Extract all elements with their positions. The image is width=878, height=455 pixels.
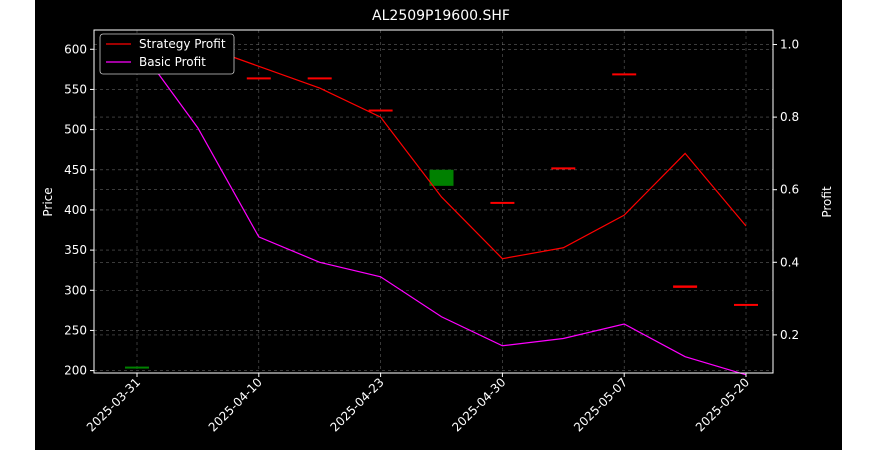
axes: 200 250 300 350 400 450 500 550 600 0.2 0.4 0.6 0.8 1… [64,29,799,434]
series-line-0 [137,43,747,260]
x-tick-label: 2025-04-10 [206,375,265,434]
x-tick-label: 2025-04-30 [449,375,508,434]
chart-title: AL2509P19600.SHF [372,8,510,24]
y2-tick-label: 1.0 [780,38,799,52]
x-tick-label: 2025-03-31 [84,375,143,434]
candle-2025-04-17 [307,77,332,80]
candle-2025-04-25 [429,169,454,186]
y-tick-label: 450 [64,163,87,177]
y-tick-label: 500 [64,123,87,137]
grid [94,30,773,373]
candle-2025-04-10 [246,77,271,80]
candle-2025-03-31 [125,366,149,369]
candle-2025-05-02 [551,167,576,170]
y2-tick-label: 0.4 [780,255,799,269]
legend-label: Basic Profit [139,55,206,69]
y2-tick-label: 0.2 [780,328,799,342]
series-line-1 [136,44,747,376]
y2-axis-label: Profit [820,186,834,218]
chart-svg: AL2509P19600.SHF 200 250 300 350 400 450 500 55… [41,8,834,434]
series-lines [136,43,747,376]
candle-2025-05-20 [734,303,758,306]
x-tick-label: 2025-05-20 [693,375,752,434]
candle-2025-05-09 [673,285,698,288]
y-tick-label: 600 [64,42,87,56]
x-tick-label: 2025-04-23 [328,375,387,434]
y2-tick-label: 0.6 [780,183,799,197]
legend-box [99,33,235,75]
plot-frame [93,29,774,374]
candle-2025-04-30 [490,201,515,204]
y-tick-label: 350 [64,243,87,257]
chart-figure: AL2509P19600.SHF 200 250 300 350 400 450 500 55… [35,0,842,450]
legend-label: Strategy Profit [139,37,226,51]
legend: Strategy Profit Basic Profit [99,33,235,75]
y-tick-label: 300 [64,283,87,297]
y2-tick-label: 0.8 [780,110,799,124]
y-axis-label: Price [41,187,55,216]
candle-2025-05-07 [612,73,637,76]
candle-2025-04-23 [368,109,393,112]
candles [125,35,758,369]
y-tick-label: 250 [64,323,87,337]
y-tick-label: 200 [64,364,87,378]
y-tick-label: 400 [64,203,87,217]
y-tick-label: 550 [64,82,87,96]
x-tick-label: 2025-05-07 [571,375,630,434]
